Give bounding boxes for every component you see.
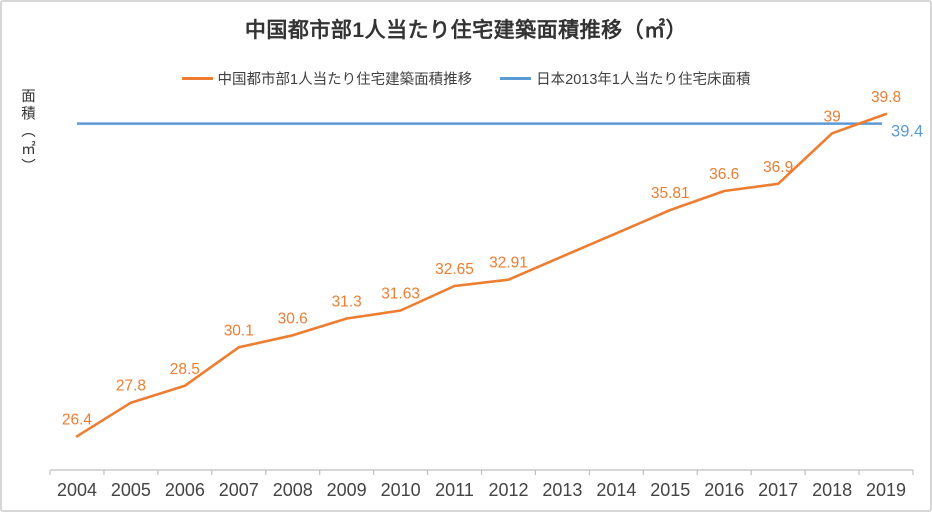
data-label: 39	[823, 108, 840, 125]
x-tick-label: 2017	[758, 480, 798, 500]
x-tick-label: 2007	[219, 480, 259, 500]
data-label: 31.3	[332, 294, 362, 311]
data-label: 32.91	[489, 255, 528, 272]
data-label: 36.9	[763, 159, 793, 176]
x-tick-label: 2012	[488, 480, 528, 500]
x-tick-label: 2008	[273, 480, 313, 500]
data-label: 35.81	[651, 185, 690, 202]
data-label: 39.8	[871, 89, 901, 106]
data-label: 27.8	[116, 378, 146, 395]
japan-line-value-label: 39.4	[891, 123, 923, 141]
y-axis-label: 面積（㎡）	[19, 88, 35, 176]
data-label: 28.5	[170, 361, 200, 378]
data-label: 36.6	[709, 166, 739, 183]
data-label: 30.1	[224, 322, 254, 339]
data-label: 32.65	[435, 261, 474, 278]
x-tick-label: 2004	[57, 480, 97, 500]
x-tick-label: 2010	[381, 480, 421, 500]
legend: 中国都市部1人当たり住宅建築面積推移 日本2013年1人当たり住宅床面積	[2, 68, 930, 89]
data-label: 26.4	[62, 411, 93, 428]
x-tick-label: 2011	[435, 480, 474, 500]
x-tick-label: 2016	[704, 480, 744, 500]
x-tick-label: 2006	[165, 480, 205, 500]
legend-label-japan: 日本2013年1人当たり住宅床面積	[536, 72, 751, 88]
data-label: 30.6	[278, 310, 308, 327]
legend-item-china: 中国都市部1人当たり住宅建築面積推移	[181, 68, 473, 89]
data-label: 31.63	[381, 286, 420, 303]
x-tick-label: 2013	[542, 480, 582, 500]
legend-item-japan: 日本2013年1人当たり住宅床面積	[500, 68, 750, 89]
chart-title: 中国都市部1人当たり住宅建築面積推移（㎡）	[244, 19, 688, 42]
blue-line-swatch-icon	[500, 77, 532, 80]
x-tick-label: 2015	[650, 480, 690, 500]
x-tick-label: 2019	[866, 480, 906, 500]
china-series-line	[75, 112, 888, 438]
x-tick-label: 2018	[812, 480, 852, 500]
x-tick-label: 2005	[111, 480, 151, 500]
x-tick-label: 2009	[327, 480, 367, 500]
orange-line-swatch-icon	[181, 77, 213, 80]
x-tick-label: 2014	[596, 480, 636, 500]
legend-label-china: 中国都市部1人当たり住宅建築面積推移	[217, 72, 473, 88]
